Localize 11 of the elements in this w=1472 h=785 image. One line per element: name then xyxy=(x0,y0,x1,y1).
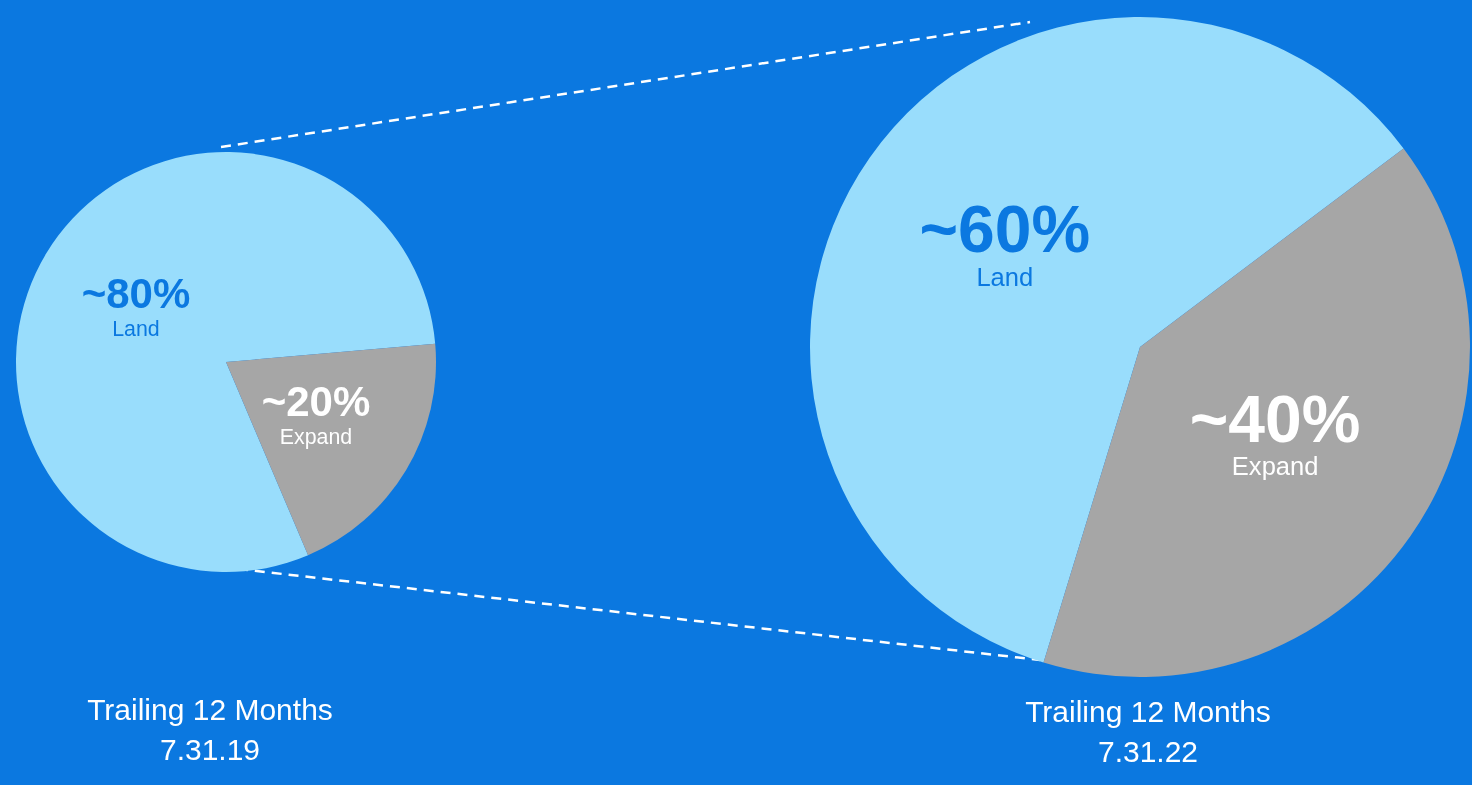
pie-slice xyxy=(810,17,1404,663)
pie-slice xyxy=(226,343,436,556)
data-label: ~20% xyxy=(261,378,371,426)
text: 7.31.22 xyxy=(1096,734,1200,770)
text: Trailing 12 Months xyxy=(86,692,334,728)
slice-label: Land xyxy=(112,316,160,341)
text: 7.31.19 xyxy=(158,732,262,768)
data-label: ~80% xyxy=(81,269,191,317)
pie-slice xyxy=(16,152,436,572)
slice-label: Expand xyxy=(279,424,353,449)
text: Trailing 12 Months xyxy=(1024,694,1272,730)
